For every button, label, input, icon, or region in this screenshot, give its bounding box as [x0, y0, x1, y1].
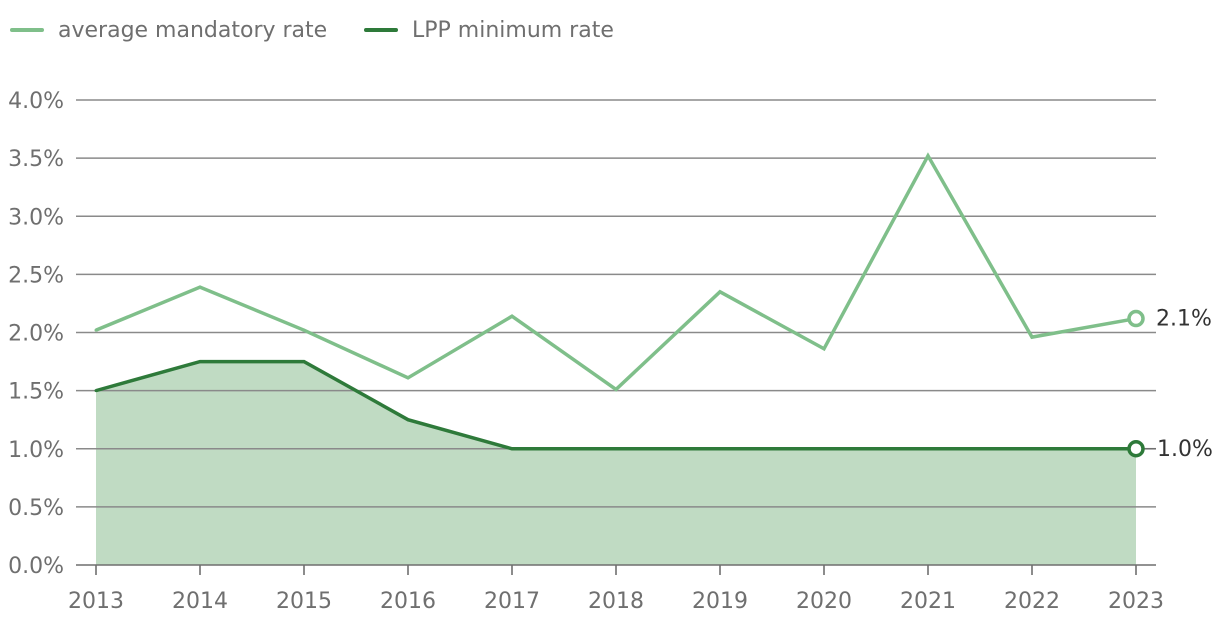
data-point-lpp-minimum-rate-2016 [406, 418, 410, 422]
x-tick-label-2020: 2020 [796, 589, 852, 614]
data-point-average-mandatory-rate-2019 [718, 290, 722, 294]
end-label-average-mandatory-rate: 2.1% [1156, 307, 1212, 332]
x-tick-label-2015: 2015 [276, 589, 332, 614]
data-point-lpp-minimum-rate-2015 [302, 360, 306, 364]
legend-label-average-mandatory-rate: average mandatory rate [58, 18, 327, 43]
x-tick-label-2013: 2013 [68, 589, 124, 614]
marker-layer: 2.1% 1.0% [94, 154, 1213, 462]
data-point-lpp-minimum-rate-2013 [94, 389, 98, 393]
legend: average mandatory rate LPP minimum rate [10, 18, 614, 43]
y-tick-label-3-5: 3.5% [8, 147, 64, 172]
series-line-average-mandatory-rate [95, 152, 1137, 392]
data-point-average-mandatory-rate-2017 [510, 314, 514, 318]
y-tick-label-2-5: 2.5% [8, 263, 64, 288]
data-point-average-mandatory-rate-2013 [94, 328, 98, 332]
data-point-lpp-minimum-rate-2021 [926, 447, 930, 451]
x-tick-label-2014: 2014 [172, 589, 228, 614]
y-tick-label-0-5: 0.5% [8, 496, 64, 521]
y-tick-label-0-0: 0.0% [8, 554, 64, 579]
data-point-lpp-minimum-rate-2017 [510, 447, 514, 451]
end-marker-average-mandatory-rate [1127, 309, 1145, 328]
data-point-average-mandatory-rate-2014 [198, 285, 202, 289]
x-tick-label-2017: 2017 [484, 589, 540, 614]
y-tick-label-1-5: 1.5% [8, 380, 64, 405]
x-tick-label-2023: 2023 [1108, 589, 1164, 614]
area-layer [96, 361, 1136, 565]
data-point-lpp-minimum-rate-2020 [822, 447, 826, 451]
data-point-average-mandatory-rate-2021 [926, 154, 930, 158]
y-tick-label-1-0: 1.0% [8, 438, 64, 463]
x-tick-label-2022: 2022 [1004, 589, 1060, 614]
data-point-average-mandatory-rate-2016 [406, 376, 410, 380]
data-point-average-mandatory-rate-2018 [614, 387, 618, 391]
end-marker-lpp-minimum-rate [1127, 440, 1145, 458]
y-tick-label-3-0: 3.0% [8, 205, 64, 230]
x-tick-label-2019: 2019 [692, 589, 748, 614]
data-point-lpp-minimum-rate-2022 [1030, 447, 1034, 451]
y-tick-label-4-0: 4.0% [8, 89, 64, 114]
area-fill-lpp-minimum-rate [96, 361, 1136, 565]
data-point-average-mandatory-rate-2020 [822, 347, 826, 351]
y-tick-label-2-0: 2.0% [8, 322, 64, 347]
end-label-lpp-minimum-rate: 1.0% [1157, 437, 1213, 462]
data-point-lpp-minimum-rate-2014 [198, 360, 202, 364]
x-tick-label-2021: 2021 [900, 589, 956, 614]
data-point-average-mandatory-rate-2015 [302, 328, 306, 332]
x-tick-label-2018: 2018 [588, 589, 644, 614]
data-point-lpp-minimum-rate-2019 [718, 447, 722, 451]
legend-item-lpp-minimum-rate: LPP minimum rate [364, 18, 614, 43]
legend-item-average-mandatory-rate: average mandatory rate [10, 18, 327, 43]
x-tick-label-2016: 2016 [380, 589, 436, 614]
data-point-average-mandatory-rate-2022 [1030, 335, 1034, 339]
axis-layer: 0.0% 0.5% 1.0% 1.5% 2.0% 2.5% 3.0% 3.5% 4.0% 2013… [8, 89, 1164, 614]
legend-label-lpp-minimum-rate: LPP minimum rate [412, 18, 614, 43]
data-point-lpp-minimum-rate-2018 [614, 447, 618, 451]
